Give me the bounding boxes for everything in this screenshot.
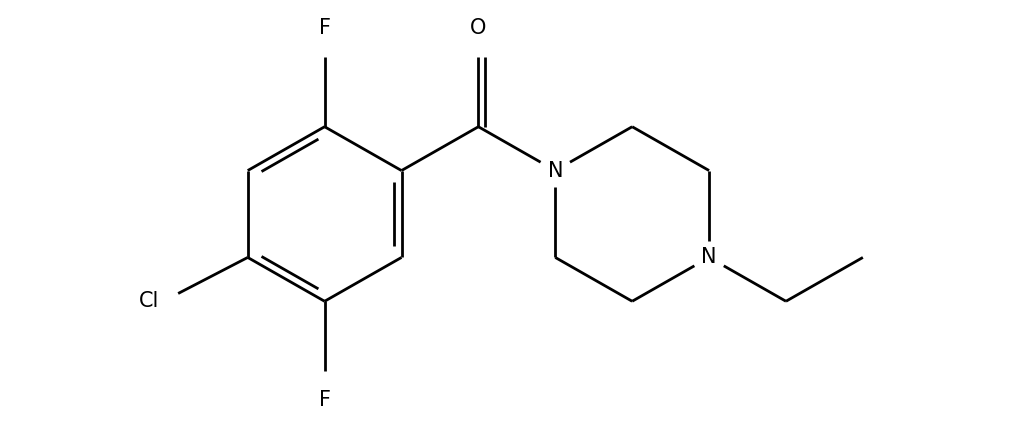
- Text: F: F: [319, 18, 330, 38]
- Text: N: N: [548, 160, 563, 181]
- Text: O: O: [470, 18, 486, 38]
- Text: N: N: [702, 247, 717, 268]
- Text: Cl: Cl: [139, 291, 159, 311]
- Text: F: F: [319, 390, 330, 410]
